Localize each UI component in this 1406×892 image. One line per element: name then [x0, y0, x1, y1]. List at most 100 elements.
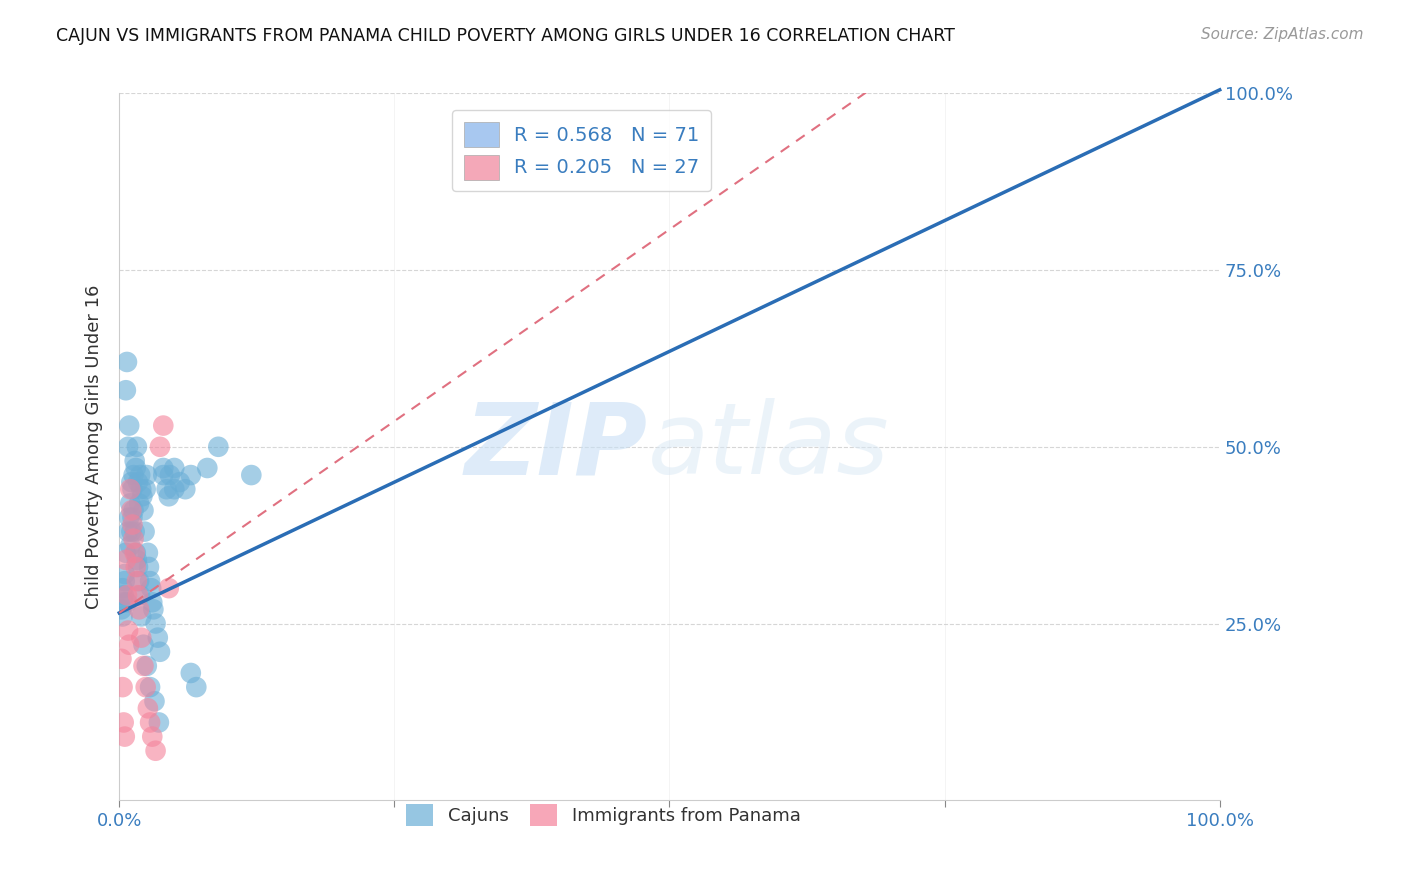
Point [142, 602, 165, 616]
Point [135, 680, 157, 694]
Point [117, 524, 139, 539]
Point [120, 524, 142, 539]
Point [118, 638, 141, 652]
Point [141, 595, 163, 609]
Point [124, 546, 146, 560]
Point [129, 588, 152, 602]
Point [129, 482, 152, 496]
Point [117, 440, 139, 454]
Point [135, 468, 157, 483]
Point [122, 468, 145, 483]
Point [186, 680, 208, 694]
Point [115, 588, 138, 602]
Point [125, 440, 148, 454]
Point [115, 383, 138, 397]
Point [110, 602, 132, 616]
Point [125, 553, 148, 567]
Text: CAJUN VS IMMIGRANTS FROM PANAMA CHILD POVERTY AMONG GIRLS UNDER 16 CORRELATION C: CAJUN VS IMMIGRANTS FROM PANAMA CHILD PO… [56, 27, 955, 45]
Point [152, 461, 174, 475]
Point [134, 524, 156, 539]
Point [148, 715, 170, 730]
Point [125, 461, 148, 475]
Point [111, 680, 134, 694]
Point [117, 624, 139, 638]
Point [131, 489, 153, 503]
Point [128, 602, 150, 616]
Point [157, 581, 180, 595]
Point [112, 595, 135, 609]
Point [157, 489, 180, 503]
Point [132, 503, 155, 517]
Point [127, 560, 149, 574]
Point [120, 503, 142, 517]
Legend: Cajuns, Immigrants from Panama: Cajuns, Immigrants from Panama [399, 797, 808, 834]
Text: Source: ZipAtlas.com: Source: ZipAtlas.com [1201, 27, 1364, 42]
Point [180, 665, 202, 680]
Point [127, 475, 149, 490]
Text: atlas: atlas [648, 399, 889, 495]
Point [163, 482, 186, 496]
Point [110, 652, 132, 666]
Point [152, 418, 174, 433]
Point [139, 680, 162, 694]
Point [145, 744, 167, 758]
Point [135, 482, 157, 496]
Point [169, 475, 191, 490]
Point [138, 560, 160, 574]
Point [136, 701, 159, 715]
Point [159, 468, 181, 483]
Point [128, 496, 150, 510]
Point [112, 588, 135, 602]
Point [121, 482, 143, 496]
Point [136, 546, 159, 560]
Point [139, 715, 162, 730]
Point [135, 659, 157, 673]
Point [207, 440, 229, 454]
Point [118, 418, 141, 433]
Point [114, 574, 136, 588]
Point [132, 659, 155, 673]
Point [127, 588, 149, 602]
Point [114, 730, 136, 744]
Point [195, 461, 218, 475]
Point [115, 595, 138, 609]
Point [114, 567, 136, 582]
Point [120, 482, 142, 496]
Point [111, 581, 134, 595]
Point [124, 524, 146, 539]
Point [120, 475, 142, 490]
Point [121, 510, 143, 524]
Point [124, 454, 146, 468]
Point [129, 468, 152, 483]
Point [149, 440, 172, 454]
Point [145, 616, 167, 631]
Point [120, 539, 142, 553]
Point [122, 503, 145, 517]
Point [141, 730, 163, 744]
Point [240, 468, 263, 483]
Point [120, 496, 142, 510]
Point [163, 461, 186, 475]
Point [112, 715, 135, 730]
Point [111, 609, 134, 624]
Point [180, 468, 202, 483]
Point [129, 609, 152, 624]
Point [122, 532, 145, 546]
Point [152, 468, 174, 483]
Point [129, 631, 152, 645]
Point [146, 631, 169, 645]
Point [128, 574, 150, 588]
Point [125, 574, 148, 588]
Point [155, 482, 177, 496]
Point [125, 560, 148, 574]
Point [149, 645, 172, 659]
Point [143, 694, 166, 708]
Point [132, 638, 155, 652]
Point [121, 517, 143, 532]
Point [141, 581, 163, 595]
Point [115, 546, 138, 560]
Point [174, 482, 197, 496]
Point [125, 546, 148, 560]
Text: ZIP: ZIP [464, 399, 648, 495]
Point [139, 574, 162, 588]
